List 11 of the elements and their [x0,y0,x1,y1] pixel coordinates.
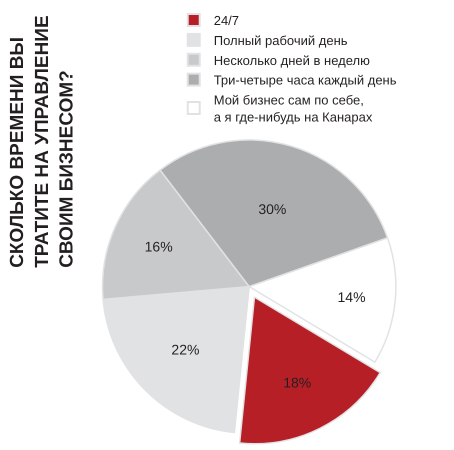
text: СКОЛЬКО ВРЕМЕНИ ВЫ ТРАТИТЕ НА УПРАВЛЕНИЕ СВОИМ БИЗНЕСОМ? [7,15,78,268]
data-label: 22% [171,341,200,358]
data-label: 18% [283,374,312,390]
legend-label: 24/7 [214,13,240,28]
legend-label: Мой бизнес сам по себе, а я где-нибудь на Канарах [214,92,373,125]
data-label: 14% [338,288,366,305]
legend-label: Три-четыре часа каждый день [214,72,397,88]
data-label: 16% [144,238,173,255]
data-label: 30% [258,200,286,217]
legend-label: Несколько дней в неделю [214,52,370,68]
legend-label: Полный рабочий день [214,32,348,48]
